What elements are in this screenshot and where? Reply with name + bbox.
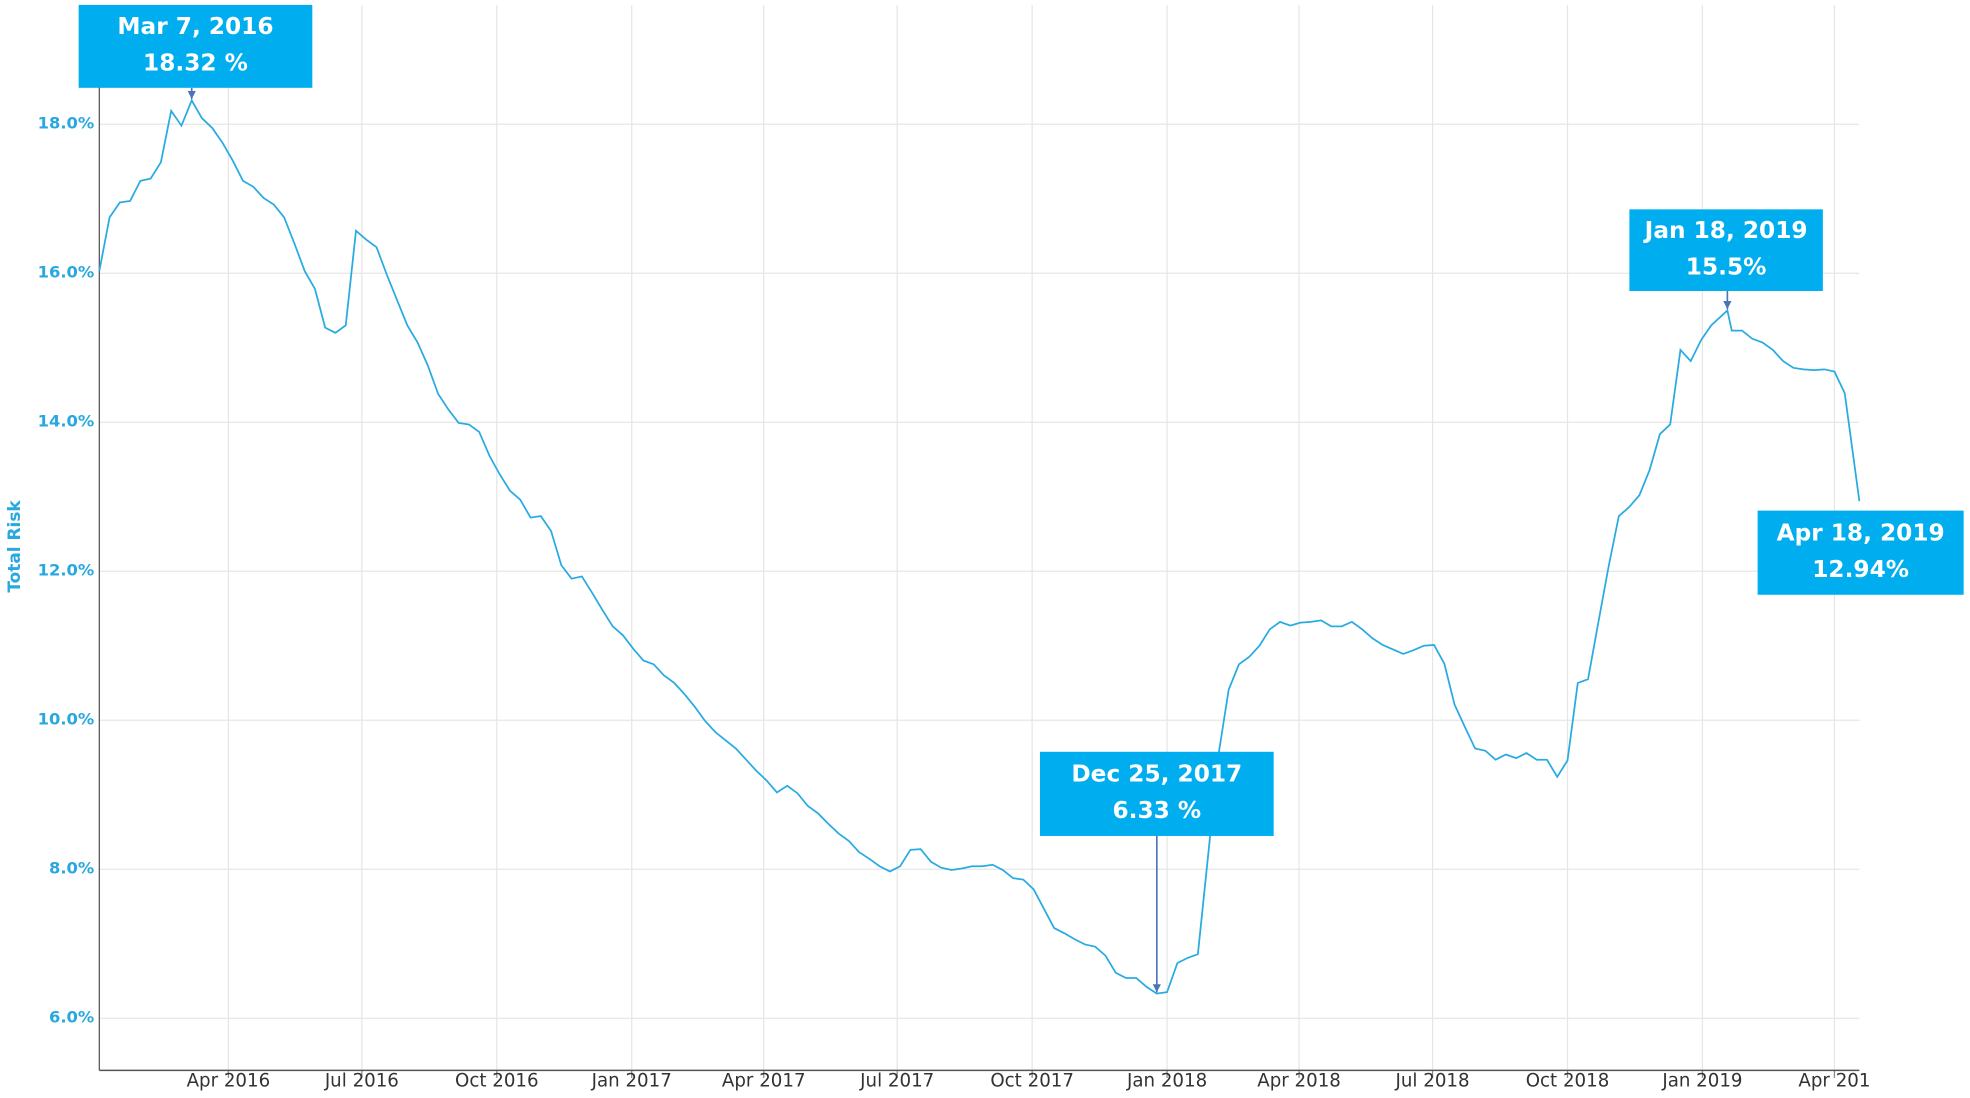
annotation-date: Dec 25, 2017 [1071,761,1242,788]
annotation: Dec 25, 2017 6.33 % [1039,751,1274,993]
y-tick-label: 16.0% [38,263,95,282]
annotation-value: 18.32 % [143,49,248,76]
annotation-box [1757,510,1964,595]
x-tick-label: Jan 2019 [1661,1071,1742,1092]
annotation: Mar 7, 2016 18.32 % [78,4,313,100]
annotation-value: 6.33 % [1112,797,1201,824]
grid [99,5,1860,1071]
x-tick-label: Jul 2017 [859,1071,934,1092]
annotation-box [78,4,313,88]
y-tick-label: 6.0% [49,1008,94,1027]
annotation-date: Mar 7, 2016 [117,13,273,40]
x-tick-label: Apr 201 [1798,1071,1870,1092]
data-line [98,98,1861,995]
x-tick-label: Jan 2017 [591,1071,672,1092]
annotation-value: 12.94% [1812,556,1909,583]
annotation-box [1629,209,1823,291]
annotation: Apr 18, 2019 12.94% [1757,510,1964,595]
y-tick-label: 8.0% [49,859,94,878]
x-tick-label: Jul 2016 [324,1071,399,1092]
annotation-date: Jan 18, 2019 [1643,217,1808,244]
y-tick-label: 18.0% [38,114,95,133]
x-tick-label: Oct 2018 [1526,1071,1610,1092]
y-tick-label: 14.0% [38,412,95,431]
x-tick-label: Apr 2017 [722,1071,806,1092]
annotation-value: 15.5% [1686,253,1767,280]
annotation: Jan 18, 2019 15.5% [1629,209,1823,310]
y-tick-label: 12.0% [38,561,95,580]
x-tick-label: Oct 2017 [990,1071,1074,1092]
x-tick-label: Jan 2018 [1126,1071,1207,1092]
x-tick-label: Jul 2018 [1395,1071,1470,1092]
x-tick-label: Apr 2018 [1257,1071,1341,1092]
annotation-date: Apr 18, 2019 [1777,519,1945,546]
x-tick-label: Oct 2016 [455,1071,539,1092]
annotation-box [1039,751,1274,836]
y-tick-label: 10.0% [38,710,95,729]
y-axis-title: Total Risk [4,500,24,593]
x-tick-label: Apr 2016 [187,1071,271,1092]
